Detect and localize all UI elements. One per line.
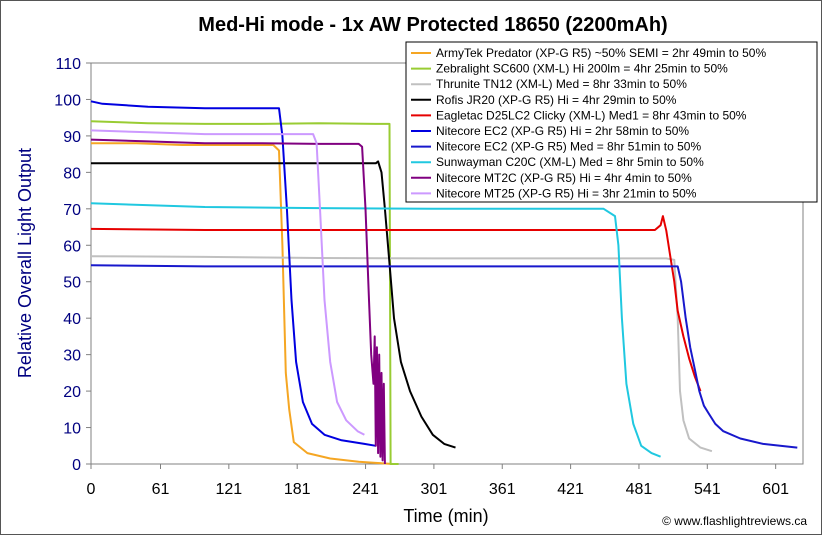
legend-entry: Rofis JR20 (XP-G R5) Hi = 4hr 29min to 5… <box>436 93 677 107</box>
legend-entry: Nitecore EC2 (XP-G R5) Hi = 2hr 58min to… <box>436 124 689 138</box>
credit-text: © www.flashlightreviews.ca <box>662 514 807 528</box>
legend-entry: Nitecore MT25 (XP-G R5) Hi = 3hr 21min t… <box>436 186 697 200</box>
series-line-6 <box>90 100 376 447</box>
x-tick-label: 241 <box>352 481 379 498</box>
series-line-7 <box>90 264 798 449</box>
x-tick-label: 541 <box>694 481 721 498</box>
y-tick-label: 0 <box>72 457 81 474</box>
series-line-2 <box>90 120 399 465</box>
series-layer <box>90 100 798 465</box>
y-tick-label: 80 <box>63 165 81 182</box>
x-tick-label: 421 <box>557 481 584 498</box>
x-tick-label: 181 <box>284 481 311 498</box>
y-tick-label: 40 <box>63 311 81 328</box>
x-tick-label: 601 <box>762 481 789 498</box>
series-line-5 <box>90 215 702 392</box>
x-tick-label: 301 <box>421 481 448 498</box>
x-axis: 0 61 121 181 241 301 361 421 481 541 601 <box>87 464 789 498</box>
legend-entry: Eagletac D25LC2 Clicky (XM-L) Med1 = 8hr… <box>436 108 747 122</box>
x-tick-label: 0 <box>87 481 96 498</box>
legend-box <box>405 41 818 203</box>
legend-entry: Sunwayman C20C (XM-L) Med = 8hr 5min to … <box>436 155 704 169</box>
y-tick-label: 50 <box>63 275 81 292</box>
y-axis: 0 10 20 30 40 50 60 70 80 90 100 110 <box>54 56 91 474</box>
y-tick-label: 20 <box>63 384 81 401</box>
legend-entry: ArmyTek Predator (XP-G R5) ~50% SEMI = 2… <box>436 46 766 60</box>
y-tick-label: 90 <box>63 129 81 146</box>
x-axis-title: Time (min) <box>403 506 488 526</box>
series-line-9 <box>90 138 386 465</box>
x-tick-label: 61 <box>152 481 170 498</box>
legend-entry: Nitecore EC2 (XP-G R5) Med = 8hr 51min t… <box>436 140 701 154</box>
legend-entry: Nitecore MT2C (XP-G R5) Hi = 4hr 4min to… <box>436 171 692 185</box>
y-tick-label: 30 <box>63 348 81 365</box>
legend-entry: Thrunite TN12 (XM-L) Med = 8hr 33min to … <box>436 77 687 91</box>
series-line-4 <box>91 160 456 449</box>
series-line-10 <box>90 129 365 436</box>
series-line-8 <box>90 202 661 458</box>
y-axis-title: Relative Overall Light Output <box>15 148 35 378</box>
series-line-3 <box>90 255 713 453</box>
y-tick-label: 110 <box>55 56 81 73</box>
y-tick-label: 100 <box>54 92 81 109</box>
y-tick-label: 10 <box>63 421 81 438</box>
y-tick-label: 60 <box>63 238 81 255</box>
x-tick-label: 361 <box>489 481 516 498</box>
x-tick-label: 481 <box>626 481 653 498</box>
legend-entry: Zebralight SC600 (XM-L) Hi 200lm = 4hr 2… <box>436 62 728 76</box>
y-tick-label: 70 <box>63 202 81 219</box>
series-line-1 <box>91 142 393 465</box>
legend: ArmyTek Predator (XP-G R5) ~50% SEMI = 2… <box>405 41 818 203</box>
x-tick-label: 121 <box>215 481 242 498</box>
chart-title: Med-Hi mode - 1x AW Protected 18650 (220… <box>198 14 667 36</box>
